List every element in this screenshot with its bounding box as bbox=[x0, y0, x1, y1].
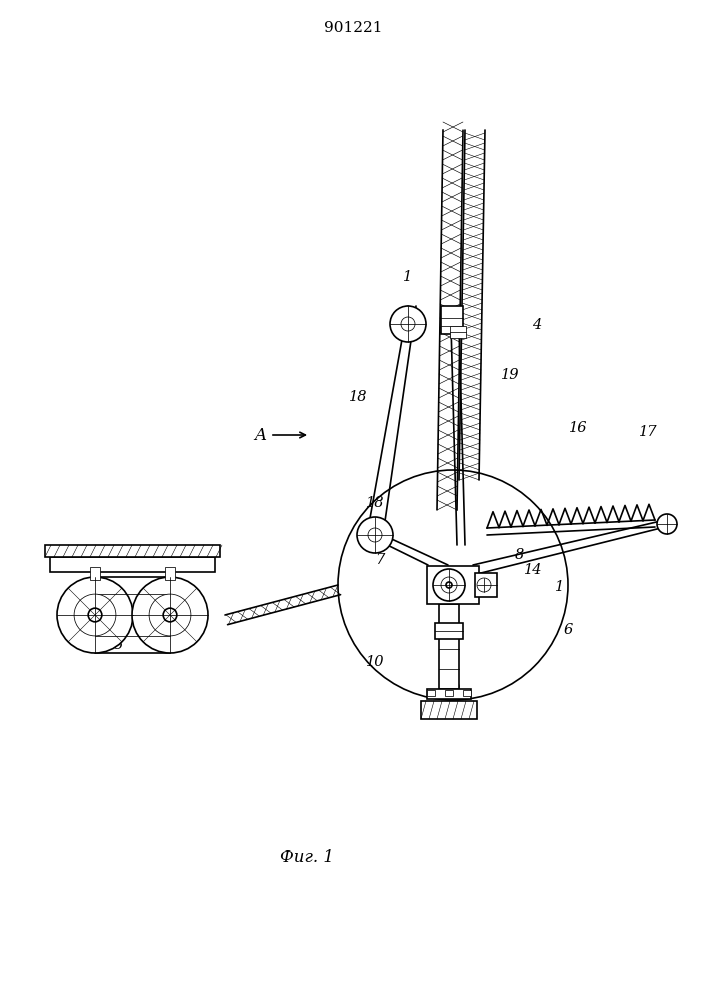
Text: 18: 18 bbox=[349, 390, 367, 404]
Circle shape bbox=[163, 608, 177, 622]
Bar bbox=[421, 701, 477, 719]
Bar bbox=[463, 690, 471, 696]
Text: 3: 3 bbox=[370, 541, 380, 555]
Circle shape bbox=[433, 569, 465, 601]
Text: 16: 16 bbox=[568, 421, 588, 435]
Text: 1: 1 bbox=[404, 270, 413, 284]
Bar bbox=[90, 567, 100, 580]
Text: 4: 4 bbox=[532, 318, 542, 332]
Circle shape bbox=[401, 317, 415, 331]
Ellipse shape bbox=[357, 517, 393, 553]
Text: 901221: 901221 bbox=[324, 21, 382, 35]
Bar bbox=[439, 604, 459, 689]
Ellipse shape bbox=[657, 514, 677, 534]
Text: 1: 1 bbox=[556, 580, 565, 594]
Text: 5: 5 bbox=[113, 638, 122, 652]
Text: 17: 17 bbox=[638, 425, 658, 439]
Circle shape bbox=[446, 582, 452, 588]
Bar bbox=[427, 689, 471, 699]
Circle shape bbox=[368, 528, 382, 542]
Bar bbox=[45, 545, 220, 557]
Text: 6: 6 bbox=[563, 623, 573, 637]
Text: 9: 9 bbox=[450, 683, 460, 697]
Circle shape bbox=[441, 577, 457, 593]
Bar bbox=[441, 306, 463, 334]
Text: Фиг. 1: Фиг. 1 bbox=[280, 850, 334, 866]
Text: 14: 14 bbox=[524, 563, 542, 577]
Circle shape bbox=[477, 578, 491, 592]
Text: A: A bbox=[254, 426, 266, 444]
Bar bbox=[445, 690, 453, 696]
Text: 19: 19 bbox=[501, 368, 519, 382]
Ellipse shape bbox=[390, 306, 426, 342]
Text: 18: 18 bbox=[366, 496, 384, 510]
Bar bbox=[475, 573, 497, 597]
Circle shape bbox=[149, 594, 191, 636]
Text: 10: 10 bbox=[366, 655, 384, 669]
Bar bbox=[165, 567, 175, 580]
Bar bbox=[427, 566, 479, 604]
Text: 12: 12 bbox=[445, 705, 464, 719]
Text: 7: 7 bbox=[375, 553, 385, 567]
Text: 2: 2 bbox=[402, 308, 411, 322]
Text: 8: 8 bbox=[515, 548, 524, 562]
Circle shape bbox=[57, 577, 133, 653]
Circle shape bbox=[88, 608, 102, 622]
Circle shape bbox=[74, 594, 116, 636]
Bar bbox=[450, 326, 466, 338]
Bar bbox=[427, 690, 435, 696]
Bar bbox=[435, 623, 463, 639]
Circle shape bbox=[132, 577, 208, 653]
Bar bbox=[50, 557, 215, 572]
